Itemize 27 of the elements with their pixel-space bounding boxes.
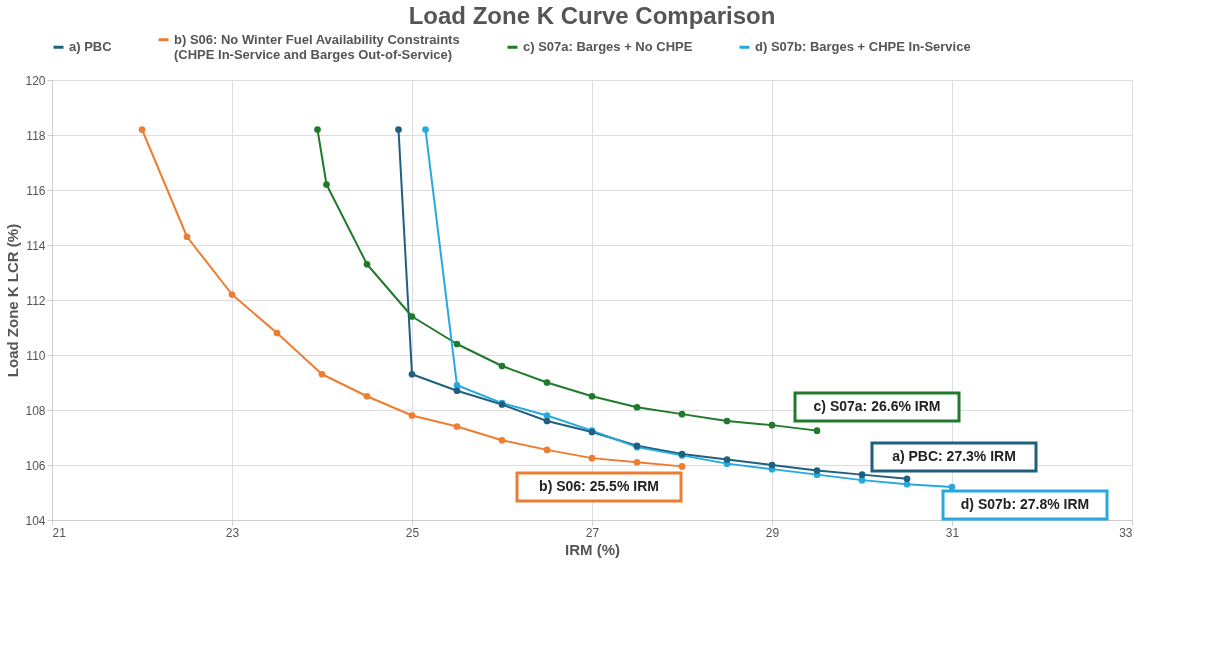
chart-title: Load Zone K Curve Comparison — [408, 2, 776, 29]
legend-label: c) S07a: Barges + No CHPE — [523, 39, 693, 55]
legend-label: d) S07b: Barges + CHPE In-Service — [755, 39, 971, 55]
y-axis-title: Load Zone K LCR (%) — [4, 223, 22, 378]
y-tick-label: 116 — [26, 183, 46, 198]
legend-label: b) S06: No Winter Fuel Availability Constraints (CHPE In-Service and Barges Out-of-Service) — [174, 31, 460, 62]
y-tick-label: 114 — [26, 238, 46, 253]
annotation: d) S07b: 27.8% IRM — [960, 496, 1090, 512]
x-tick-label: 33 — [1119, 525, 1133, 540]
x-tick-label: 25 — [405, 525, 420, 540]
x-axis-title: IRM (%) — [565, 540, 620, 558]
y-tick-label: 120 — [25, 73, 46, 88]
x-tick-label: 23 — [225, 525, 240, 540]
y-tick-label: 112 — [26, 293, 46, 308]
y-tick-label: 106 — [25, 458, 46, 473]
x-tick-label: 27 — [585, 525, 600, 540]
annotation: b) S06: 25.5% IRM — [539, 478, 659, 494]
x-tick-label: 29 — [765, 525, 780, 540]
y-tick-label: 118 — [26, 128, 46, 143]
annotation: c) S07a: 26.6% IRM — [813, 398, 941, 414]
legend-label: a) PBC — [69, 39, 113, 55]
y-tick-label: 108 — [25, 403, 46, 418]
x-tick-label: 21 — [52, 525, 67, 540]
annotation: a) PBC: 27.3% IRM — [892, 448, 1016, 464]
y-tick-label: 104 — [25, 513, 46, 528]
y-tick-label: 110 — [26, 348, 46, 363]
x-tick-label: 31 — [945, 525, 960, 540]
